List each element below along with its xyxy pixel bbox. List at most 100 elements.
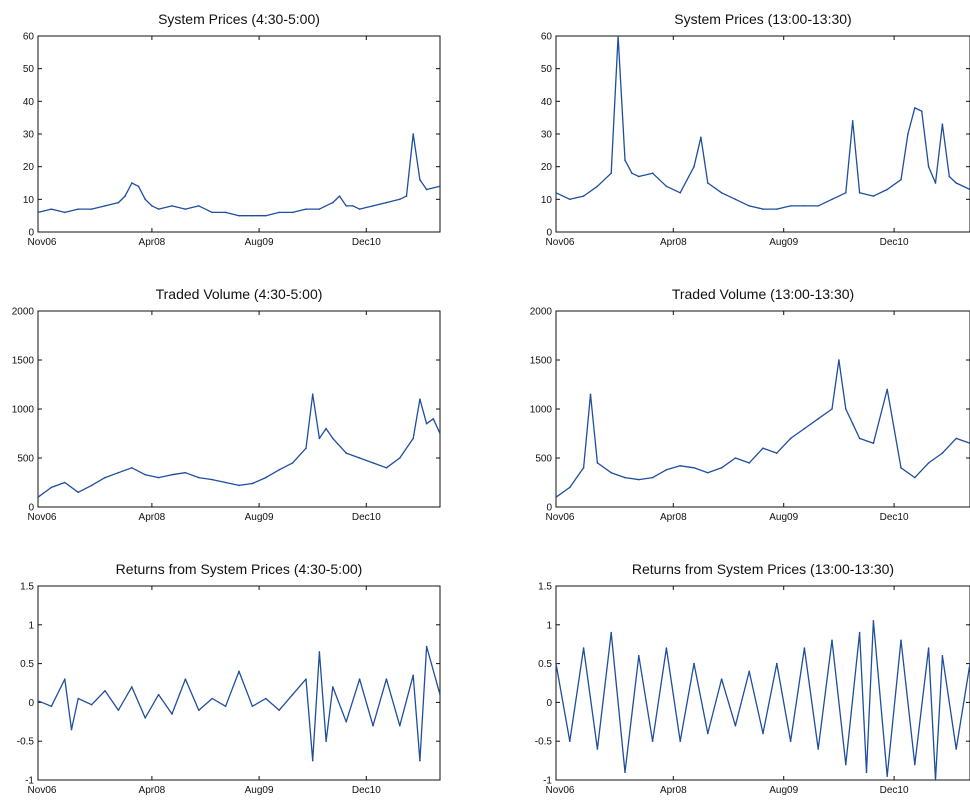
y-tick-label: 1.5 (538, 582, 552, 593)
y-tick-label: 2000 (530, 307, 553, 318)
data-point (624, 159, 626, 161)
chart-title: Traded Volume (4:30-5:00) (156, 286, 323, 302)
data-point (610, 172, 612, 174)
data-point (845, 408, 847, 410)
x-tick-label: Aug09 (245, 785, 274, 796)
data-point (311, 393, 314, 396)
y-tick-label: 50 (541, 64, 553, 75)
data-point (90, 484, 93, 487)
chart-traded-volume-0430: Traded Volume (4:30-5:00) 0 500 1000 1500 200… (12, 286, 441, 523)
data-point (265, 214, 267, 217)
y-tick-label: 20 (541, 162, 553, 173)
plot-frame (37, 585, 441, 781)
data-point (610, 631, 612, 634)
data-point (358, 457, 361, 459)
data-point (693, 165, 695, 168)
data-point (872, 195, 875, 197)
data-point (131, 467, 133, 469)
data-point (412, 674, 415, 677)
x-tick-label: Dec10 (352, 237, 381, 248)
data-point (412, 133, 415, 135)
data-point (144, 473, 146, 476)
data-point (934, 182, 937, 184)
data-point (734, 198, 737, 201)
data-point (291, 462, 294, 464)
chart-title: Returns from System Prices (4:30-5:00) (116, 561, 363, 577)
y-tick-label: 30 (23, 130, 35, 141)
data-point (157, 476, 160, 479)
y-tick-label: 1 (28, 620, 34, 631)
data-point (358, 678, 361, 680)
data-point (278, 709, 281, 711)
chart-returns-1300: Returns from System Prices (13:00-13:30)… (535, 561, 970, 796)
plot-frame (555, 585, 970, 781)
y-tick-label: -1 (25, 776, 34, 787)
data-point (569, 486, 571, 489)
data-point (762, 208, 764, 210)
data-point (955, 182, 957, 184)
data-point (131, 686, 133, 688)
data-point (419, 178, 421, 181)
data-point (238, 214, 240, 217)
data-point (679, 740, 681, 742)
data-point (679, 465, 681, 467)
y-tick-label: 1500 (12, 356, 35, 367)
x-tick-label: Nov06 (28, 785, 57, 796)
data-point (817, 748, 819, 750)
data-point (914, 107, 916, 109)
data-point (927, 647, 930, 649)
data-point (238, 670, 240, 673)
data-point (589, 393, 592, 396)
data-point (104, 205, 106, 207)
series-line (37, 393, 441, 498)
series-line (555, 359, 970, 498)
data-point (399, 198, 401, 201)
data-point (251, 482, 254, 485)
data-point (858, 631, 861, 634)
data-point (265, 476, 267, 479)
y-tick-label: 40 (23, 97, 35, 108)
data-point (90, 208, 93, 210)
chart-system-prices-0430: System Prices (4:30-5:00) 0 10 20 30 40 50 60 No… (23, 11, 441, 248)
data-point (555, 496, 557, 498)
data-point (144, 717, 146, 719)
data-point (748, 670, 750, 673)
y-tick-label: 50 (23, 64, 35, 75)
data-point (291, 693, 294, 696)
data-point (803, 647, 806, 649)
data-point (776, 208, 778, 210)
data-point (803, 427, 806, 430)
data-point (352, 205, 354, 207)
x-tick-label: Aug09 (245, 512, 274, 523)
data-point (171, 205, 173, 207)
data-point (665, 468, 668, 471)
x-tick-label: Nov06 (546, 512, 575, 523)
y-tick-label: 0 (28, 228, 34, 239)
x-tick-label: Dec10 (880, 512, 909, 523)
data-point (920, 110, 923, 112)
data-point (734, 457, 737, 459)
x-tick-label: Apr08 (660, 512, 687, 523)
x-tick-label: Apr08 (139, 512, 166, 523)
data-point (872, 442, 875, 445)
data-point (385, 467, 388, 469)
x-tick-label: Apr08 (139, 785, 166, 796)
data-point (934, 779, 937, 781)
data-point (157, 208, 160, 210)
data-point (872, 620, 875, 622)
data-point (151, 205, 153, 207)
data-point (64, 211, 66, 214)
data-point (886, 388, 888, 391)
data-point (900, 178, 902, 181)
data-point (345, 452, 348, 454)
data-point (651, 476, 654, 479)
data-point (305, 447, 307, 449)
y-tick-label: 0 (28, 698, 34, 709)
data-point (582, 195, 585, 197)
data-point (831, 198, 833, 201)
series-line (37, 645, 441, 762)
y-tick-label: 0 (546, 228, 552, 239)
data-point (104, 689, 106, 692)
data-point (305, 678, 307, 680)
data-point (817, 418, 819, 420)
